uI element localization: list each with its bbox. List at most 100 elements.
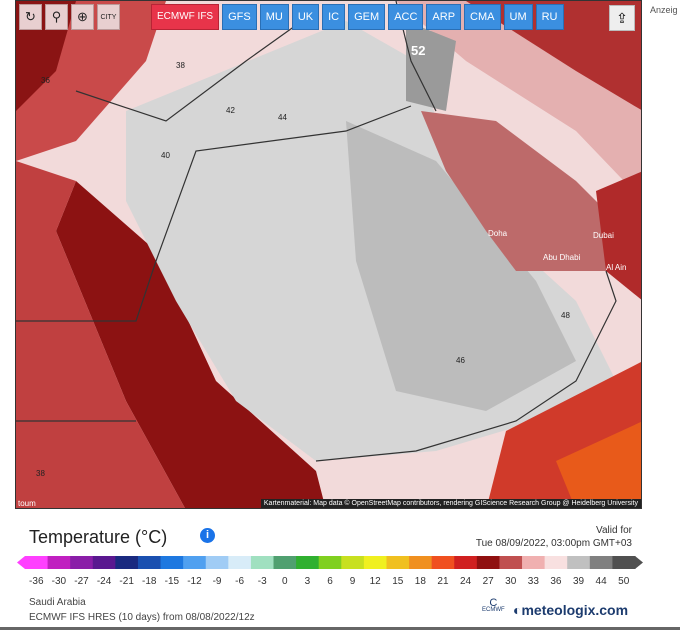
model-um[interactable]: UM (503, 4, 533, 30)
model-uk[interactable]: UK (291, 4, 320, 30)
model-gfs[interactable]: GFS (222, 4, 257, 30)
scale-arrow-right (635, 556, 643, 569)
scale-tick-label: -30 (51, 576, 67, 587)
temp-label: 42 (226, 106, 235, 115)
valid-label: Valid for (596, 525, 632, 536)
scale-swatch (296, 556, 320, 569)
scale-swatch (431, 556, 455, 569)
scale-swatch (115, 556, 139, 569)
divider (0, 627, 680, 630)
map-attribution: Kartenmaterial: Map data © OpenStreetMap… (260, 499, 641, 508)
temp-label: 38 (176, 61, 185, 70)
share-icon[interactable]: ⇪ (609, 5, 635, 31)
temp-label: 40 (161, 151, 170, 160)
scale-tick-label: 15 (392, 576, 404, 587)
scale-swatch (183, 556, 207, 569)
city-abu-dhabi: Abu Dhabi (543, 253, 581, 262)
scale-tick-label: -6 (235, 576, 245, 587)
scale-swatch (70, 556, 94, 569)
scale-swatch (454, 556, 478, 569)
ad-label: Anzeig (650, 5, 678, 15)
model-ru[interactable]: RU (535, 4, 564, 30)
model-selector: ECMWF IFS GFS MU UK IC GEM ACC ARP CMA U… (151, 4, 564, 30)
map-toolbar: ↻ ⚲ ⊕ CITY (19, 4, 120, 30)
valid-time-value: Tue 08/09/2022, 03:00pm GMT+03 (475, 538, 632, 549)
scale-swatch (567, 556, 591, 569)
scale-tick-label: 50 (618, 576, 630, 587)
ecmwf-logo: C ECMWF (482, 597, 505, 614)
color-scale-bar (17, 556, 643, 569)
scale-swatch (160, 556, 184, 569)
info-icon[interactable]: i (200, 528, 215, 543)
valid-time: Valid for Tue 08/09/2022, 03:00pm GMT+03 (476, 524, 632, 550)
city-dubai: Dubai (593, 231, 614, 240)
scale-swatch (499, 556, 523, 569)
scale-swatch (25, 556, 49, 569)
scale-swatch (522, 556, 546, 569)
temp-label: 46 (456, 356, 465, 365)
model-acc[interactable]: ACC (388, 4, 424, 30)
city-icon[interactable]: CITY (97, 4, 120, 30)
scale-swatch (47, 556, 71, 569)
refresh-icon[interactable]: ↻ (19, 4, 42, 30)
scale-tick-label: 30 (505, 576, 517, 587)
scale-swatch (544, 556, 568, 569)
scale-tick-label: 39 (572, 576, 585, 587)
region-label: Saudi Arabia (29, 597, 86, 608)
scale-tick-label: 27 (482, 576, 494, 587)
scale-swatch (205, 556, 229, 569)
city-label: toum (18, 499, 36, 508)
scale-tick-label: 6 (327, 576, 333, 587)
scale-tick-label: -21 (119, 576, 134, 587)
scale-tick-label: -27 (74, 576, 89, 587)
scale-tick-label: -36 (29, 576, 44, 587)
model-arp[interactable]: ARP (426, 4, 462, 30)
scale-swatch (92, 556, 116, 569)
scale-tick-label: -3 (257, 576, 267, 587)
scale-swatch (386, 556, 410, 569)
scale-tick-label: -24 (96, 576, 112, 587)
scale-tick-label: 0 (282, 576, 288, 587)
temp-label: 44 (278, 113, 287, 122)
scale-tick-label: 9 (349, 576, 356, 587)
scale-tick-label: 12 (369, 576, 381, 587)
temp-label: 48 (561, 311, 570, 320)
scale-tick-label: -15 (164, 576, 180, 587)
scale-swatch (341, 556, 365, 569)
scale-swatch (363, 556, 387, 569)
model-run-label: ECMWF IFS HRES (10 days) from 08/08/2022… (29, 612, 255, 623)
scale-swatch (476, 556, 500, 569)
scale-tick-label: 24 (459, 576, 472, 587)
model-mu[interactable]: MU (259, 4, 289, 30)
scale-swatch (250, 556, 275, 569)
scale-tick-label: -18 (142, 576, 157, 587)
meteologix-logo[interactable]: ◐meteologix.com (513, 602, 629, 618)
scale-tick-label: 18 (414, 576, 426, 587)
model-ic[interactable]: IC (322, 4, 346, 30)
zoom-icon[interactable]: ⊕ (71, 4, 94, 30)
scale-tick-label: 21 (437, 576, 449, 587)
scale-swatch (318, 556, 342, 569)
scale-tick-label: 33 (527, 576, 539, 587)
scale-swatch (409, 556, 433, 569)
model-cma[interactable]: CMA (464, 4, 501, 30)
temp-label: 38 (36, 469, 45, 478)
legend-title: Temperature (°C) (29, 527, 168, 547)
model-ecmwf-ifs[interactable]: ECMWF IFS (151, 4, 220, 30)
scale-tick-label: 3 (304, 576, 311, 587)
scale-tick-label: 36 (550, 576, 562, 587)
scale-swatch (137, 556, 162, 569)
temperature-map[interactable]: 38 40 42 44 46 48 38 36 52 Doha Dubai Ab… (15, 0, 642, 509)
scale-swatch (273, 556, 297, 569)
scale-tick-label: -9 (212, 576, 222, 587)
model-gem[interactable]: GEM (348, 4, 386, 30)
scale-tick-label: 44 (595, 576, 607, 587)
city-al-ain: Al Ain (606, 263, 627, 272)
location-pin-icon[interactable]: ⚲ (45, 4, 68, 30)
scale-swatch (589, 556, 613, 569)
scale-arrow-left (17, 556, 25, 569)
scale-swatch (612, 556, 636, 569)
scale-swatch (228, 556, 252, 569)
temp-label: 36 (41, 76, 50, 85)
city-doha: Doha (488, 229, 508, 238)
